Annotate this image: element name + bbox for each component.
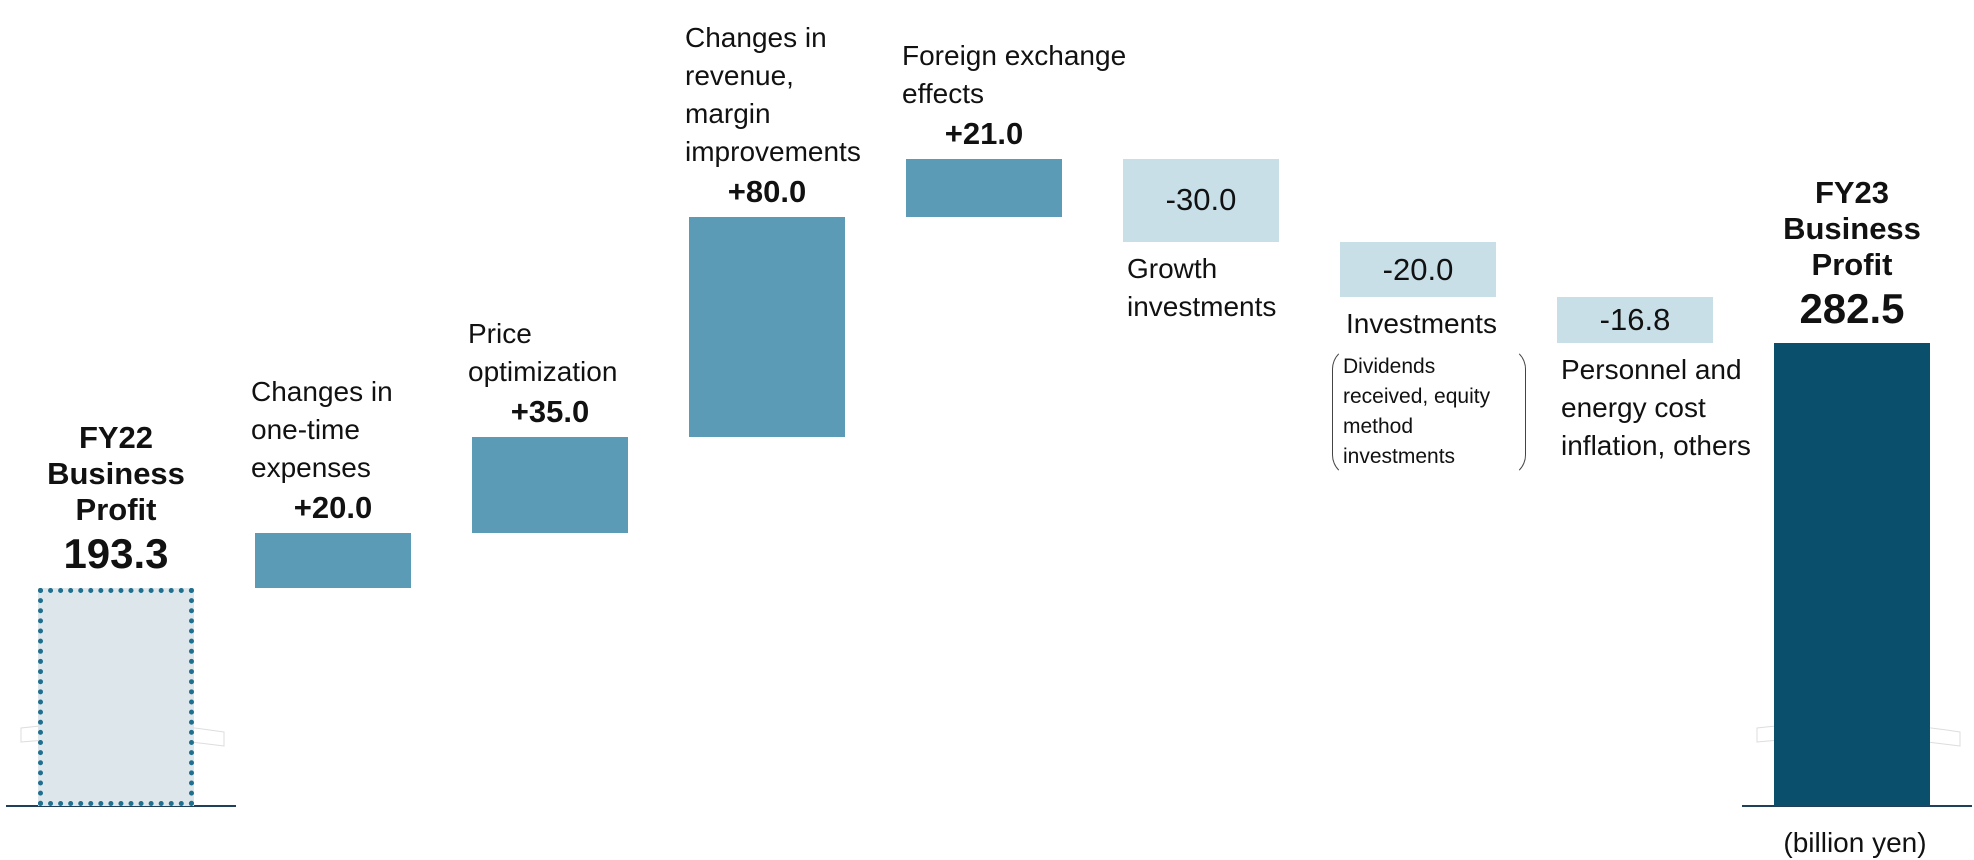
category-label: Growth investments bbox=[1127, 252, 1277, 322]
value-label: -30.0 bbox=[1165, 182, 1237, 217]
value-label: +35.0 bbox=[510, 393, 590, 429]
category-label: Foreign exchange effects bbox=[902, 40, 1127, 109]
bar bbox=[1557, 296, 1713, 343]
bar bbox=[255, 533, 411, 588]
value-label: 282.5 bbox=[1799, 284, 1905, 332]
bar bbox=[1123, 159, 1279, 242]
bar bbox=[472, 436, 628, 533]
bar bbox=[1774, 342, 1930, 806]
value-label: +20.0 bbox=[293, 490, 373, 525]
category-label: Personnel and energy cost inflation, oth… bbox=[1561, 353, 1751, 461]
value-label: 193.3 bbox=[63, 530, 169, 577]
category-label: FY23 Business Profit bbox=[1783, 174, 1921, 282]
value-label: +21.0 bbox=[944, 116, 1024, 151]
category-label: Changes in one-time expenses bbox=[251, 376, 393, 483]
bar bbox=[906, 159, 1062, 217]
category-label: Investments bbox=[1346, 307, 1497, 339]
annotation: Dividends received, equity method invest… bbox=[1332, 346, 1526, 477]
unit-note: (billion yen) bbox=[1783, 827, 1927, 858]
bar bbox=[689, 216, 845, 437]
bar bbox=[38, 588, 194, 806]
value-label: -20.0 bbox=[1382, 251, 1454, 287]
category-label: Price optimization bbox=[468, 317, 618, 387]
bar bbox=[1340, 241, 1496, 297]
value-label: +80.0 bbox=[727, 173, 807, 209]
value-label: -16.8 bbox=[1599, 301, 1671, 337]
category-label: Changes in revenue, margin improvements bbox=[685, 21, 861, 167]
category-label: FY22 Business Profit bbox=[47, 420, 185, 527]
